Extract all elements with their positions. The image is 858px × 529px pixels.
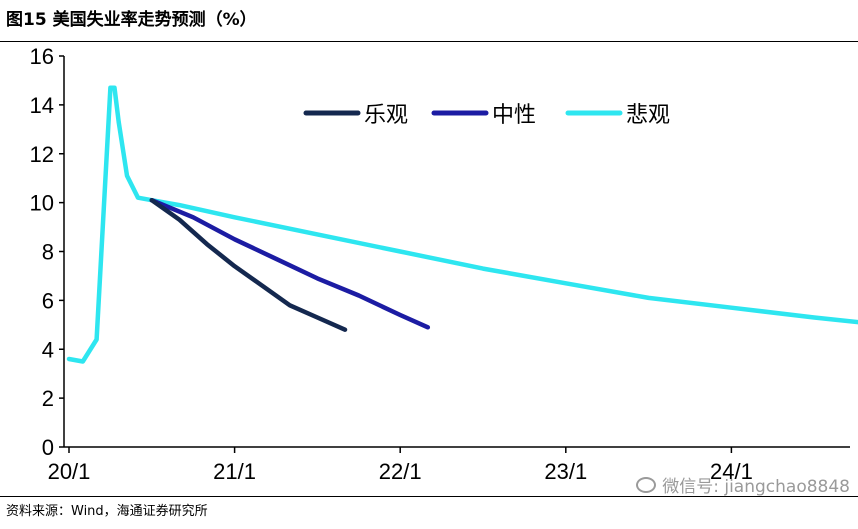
bottom-rule <box>0 496 858 497</box>
x-tick-label: 22/1 <box>379 459 422 484</box>
wechat-icon <box>636 476 657 493</box>
y-tick-label: 14 <box>30 93 54 118</box>
y-tick-label: 12 <box>30 142 54 167</box>
y-tick-label: 2 <box>42 386 54 411</box>
chart-title: 图15 美国失业率走势预测（%） <box>6 10 257 30</box>
x-tick-label: 24/1 <box>710 459 753 484</box>
y-tick-label: 16 <box>30 44 54 69</box>
source-note: 资料来源：Wind，海通证券研究所 <box>6 504 208 519</box>
legend-label-3: 悲观 <box>626 103 670 128</box>
legend-label-2: 中性 <box>492 103 536 128</box>
chart-plot: 0 2 4 6 8 10 12 14 16 20/1 21/1 22/1 23/1 24/1 乐观 中性 悲观 <box>30 44 858 484</box>
y-tick-label: 8 <box>42 240 54 265</box>
x-tick-label: 21/1 <box>213 459 256 484</box>
watermark: 微信号: jiangchao8848 <box>636 472 850 497</box>
y-tick-label: 4 <box>42 337 54 362</box>
y-tick-label: 10 <box>30 191 54 216</box>
y-tick-label: 6 <box>42 288 54 313</box>
x-tick-label: 20/1 <box>48 459 91 484</box>
top-rule <box>0 41 858 42</box>
watermark-text: 微信号: jiangchao8848 <box>662 477 850 497</box>
series-line-1 <box>149 197 348 332</box>
y-tick-label: 0 <box>42 435 54 460</box>
series-line-2 <box>149 197 431 330</box>
series-line-3 <box>66 85 858 364</box>
x-tick-label: 23/1 <box>544 459 587 484</box>
legend-label-1: 乐观 <box>364 103 408 128</box>
